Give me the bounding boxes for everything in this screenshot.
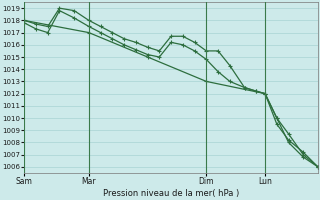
X-axis label: Pression niveau de la mer( hPa ): Pression niveau de la mer( hPa ) (103, 189, 239, 198)
